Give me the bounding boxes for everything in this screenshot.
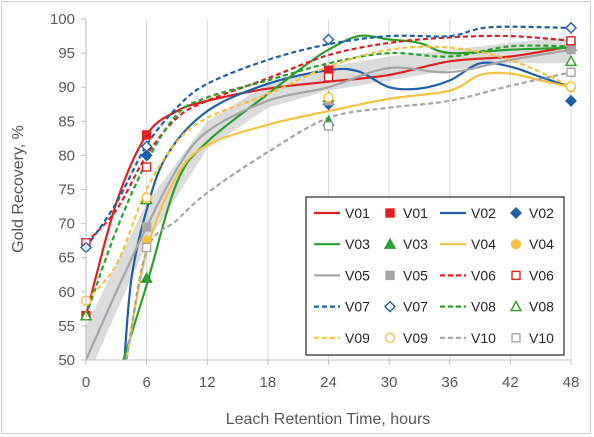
- x-tick-label: 6: [142, 374, 150, 391]
- x-tick-label: 18: [260, 374, 277, 391]
- fit-curves: [86, 25, 571, 360]
- y-tick-label: 90: [58, 79, 75, 96]
- legend-label-line: V07: [345, 299, 370, 315]
- x-tick-label: 48: [563, 374, 580, 391]
- series-line-v08: [86, 44, 571, 317]
- legend-label-line: V04: [471, 236, 496, 252]
- legend: V01 V01 V02 V02 V03 V03 V04 V04 V05 V05 V06 V06 V07 V…: [305, 196, 565, 356]
- y-tick-label: 100: [50, 11, 75, 28]
- y-tick-label: 65: [58, 250, 75, 267]
- data-point-v02: [140, 149, 153, 162]
- y-tick-label: 55: [58, 318, 75, 335]
- legend-marker-v07: [384, 300, 396, 313]
- data-point-v07: [565, 21, 577, 34]
- data-point-v07: [322, 33, 335, 46]
- legend-marker-v02: [510, 207, 522, 219]
- legend-label-line: V10: [471, 330, 496, 346]
- series-line-v06: [86, 34, 571, 244]
- data-point-v07: [140, 140, 153, 153]
- series-line-v04: [125, 71, 571, 360]
- data-point-v06: [323, 72, 334, 82]
- legend-marker-v09: [384, 332, 396, 343]
- y-tick-label: 75: [58, 182, 75, 199]
- data-point-v10: [323, 121, 334, 131]
- data-point-v02: [565, 94, 577, 107]
- series-line-v10: [125, 71, 571, 360]
- y-tick-label: 50: [58, 352, 75, 369]
- y-tick-label: 70: [58, 216, 75, 233]
- data-point-v10: [141, 242, 152, 253]
- legend-marker-v08: [509, 300, 523, 312]
- legend-marker-v10: [511, 333, 521, 343]
- legend-marker-v04: [510, 238, 522, 250]
- legend-label-line: V02: [471, 205, 496, 221]
- legend-label-marker: V10: [529, 330, 554, 346]
- data-point-v06: [566, 36, 576, 46]
- data-point-v03: [140, 271, 153, 283]
- data-point-v09: [565, 81, 577, 92]
- legend-label-marker: V09: [403, 330, 428, 346]
- legend-label-marker: V01: [403, 205, 428, 221]
- y-tick-label: 95: [58, 45, 75, 62]
- series-line-v05: [86, 48, 571, 360]
- legend-marker-v01: [385, 208, 395, 218]
- data-point-v08: [564, 54, 578, 66]
- data-point-v01: [141, 130, 152, 140]
- legend-label-marker: V07: [403, 299, 428, 315]
- x-tick-label: 12: [199, 374, 216, 391]
- legend-label-line: V03: [345, 236, 370, 252]
- legend-label-marker: V03: [403, 236, 428, 252]
- y-tick-label: 80: [58, 147, 75, 164]
- legend-marker-v06: [511, 270, 521, 281]
- legend-label-line: V09: [345, 330, 370, 346]
- y-tick-label: 85: [58, 113, 75, 130]
- series-line-v01: [86, 45, 571, 316]
- legend-label-line: V08: [471, 299, 496, 315]
- x-tick-label: 0: [82, 374, 90, 391]
- legend-label-marker: V04: [529, 236, 554, 252]
- legend-box: [305, 196, 565, 356]
- legend-label-marker: V02: [529, 205, 554, 221]
- data-point-v05: [566, 44, 576, 55]
- legend-marker-v05: [385, 270, 395, 281]
- data-point-v05: [141, 222, 152, 232]
- series-line-v09: [86, 45, 571, 302]
- legend-label-line: V01: [345, 205, 370, 221]
- x-axis-title: Leach Retention Time, hours: [226, 411, 431, 428]
- y-axis-title: Gold Recovery, %: [10, 125, 27, 253]
- x-tick-label: 30: [381, 374, 398, 391]
- series-line-v07: [86, 25, 571, 249]
- x-tick-label: 36: [441, 374, 458, 391]
- x-tick-label: 24: [320, 374, 337, 391]
- legend-label-marker: V05: [403, 267, 428, 283]
- data-point-v09: [141, 192, 152, 203]
- data-point-v09: [323, 92, 334, 103]
- y-tick-label: 60: [58, 284, 75, 301]
- series-line-v02: [123, 61, 571, 360]
- legend-label-marker: V06: [529, 267, 554, 283]
- x-tick-label: 42: [502, 374, 519, 391]
- legend-label-marker: V08: [529, 299, 554, 315]
- data-point-v06: [141, 162, 152, 172]
- legend-label-line: V05: [345, 267, 370, 283]
- legend-marker-v03: [383, 237, 397, 249]
- data-point-v10: [566, 67, 576, 77]
- axes: 50 55 60 65 70 75 80 85 90 95 100 0 6 12 18 24 30 36 42 48: [50, 11, 579, 391]
- series-line-v03: [122, 34, 571, 360]
- legend-label-line: V06: [471, 267, 496, 283]
